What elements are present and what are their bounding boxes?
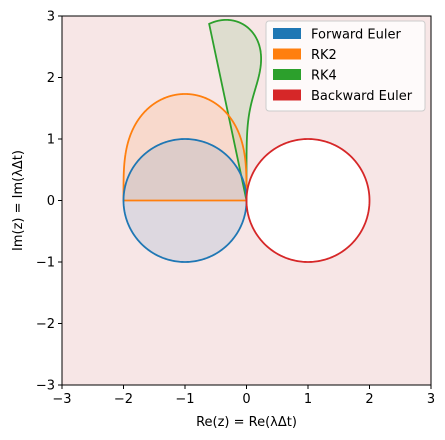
- y-tick-label: 0: [47, 194, 55, 209]
- y-tick-label: −3: [36, 379, 55, 394]
- legend: Forward Euler RK2 RK4 Backward Euler: [265, 20, 426, 112]
- rk4-stable-region: [209, 19, 262, 201]
- rk2-boundary-line: [122, 93, 248, 202]
- x-axis-label: Re(z) = Re(λΔt): [196, 415, 297, 430]
- x-tick-label: −2: [114, 392, 133, 407]
- legend-label: Forward Euler: [311, 28, 401, 43]
- legend-box: [265, 20, 426, 112]
- rk4-boundary-line: [208, 18, 262, 201]
- legend-swatch: [273, 69, 301, 80]
- legend-label: RK4: [311, 69, 337, 84]
- y-tick-label: 2: [47, 71, 55, 86]
- x-tick-label: 2: [365, 392, 373, 407]
- rk2-stable-region: [123, 93, 247, 201]
- legend-label: Backward Euler: [311, 89, 413, 104]
- legend-swatch: [273, 28, 301, 39]
- forward-euler-boundary-line: [122, 138, 248, 263]
- backward-euler-unstable-disk: [246, 139, 370, 262]
- y-tick-label: 1: [47, 133, 55, 148]
- x-tick-label: 1: [304, 392, 312, 407]
- y-tick-label: −1: [36, 256, 55, 271]
- x-tick-label: 3: [427, 392, 435, 407]
- x-tick-label: 0: [242, 392, 250, 407]
- y-tick-label: −2: [36, 317, 55, 332]
- x-tick-label: −3: [52, 392, 71, 407]
- legend-swatch: [273, 48, 301, 60]
- legend-swatch: [273, 89, 301, 101]
- backward-euler-boundary-line: [245, 138, 371, 263]
- legend-label: RK2: [311, 48, 337, 63]
- x-tick-label: −1: [175, 392, 194, 407]
- axes: −3 −2 −1 0 1 2 3 −3 −2 −1 0 1 2 3: [36, 10, 435, 408]
- y-tick-label: 3: [47, 10, 55, 25]
- y-axis-label: Im(z) = Im(λΔt): [11, 150, 26, 251]
